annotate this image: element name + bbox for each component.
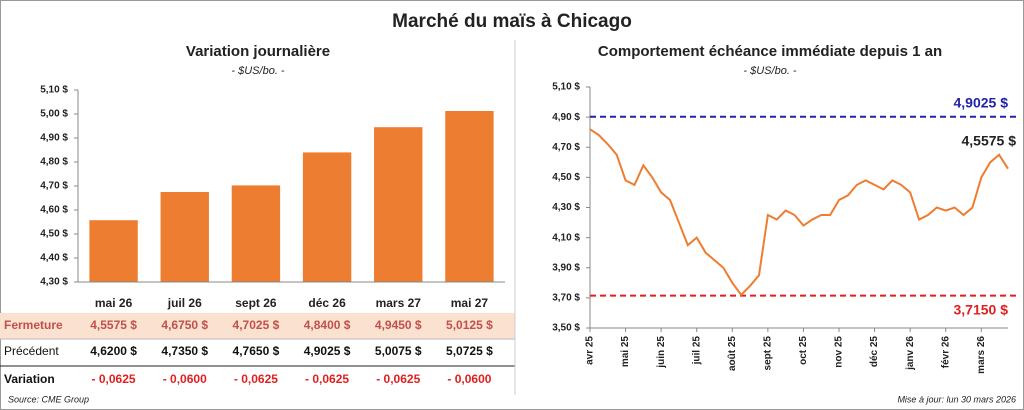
x-tick-label: oct 25: [798, 336, 809, 365]
table-cell: 4,9025 $: [304, 344, 351, 358]
bar: [302, 152, 352, 282]
table-cell: - 0,0625: [305, 372, 349, 386]
x-tick-label: avr 25: [585, 336, 596, 365]
bar: [231, 185, 281, 282]
x-tick-label: janv 26: [905, 336, 916, 371]
table-cell: 4,7350 $: [161, 344, 208, 358]
y-tick-label: 4,60 $: [40, 205, 68, 216]
table-cell: - 0,0625: [92, 372, 136, 386]
x-tick-label: mai 26: [95, 296, 133, 310]
row-highlight: [0, 313, 515, 339]
reference-label: 4,9025 $: [954, 94, 1009, 110]
x-tick-label: mai 27: [451, 296, 489, 310]
table-cell: 4,9450 $: [375, 318, 422, 332]
bar: [445, 111, 494, 282]
y-tick-label: 5,00 $: [40, 109, 68, 120]
y-tick-label: 4,40 $: [40, 253, 68, 264]
y-tick-label: 4,70 $: [552, 142, 580, 153]
table-cell: - 0,0600: [163, 372, 207, 386]
bar: [89, 220, 138, 282]
y-tick-label: 4,50 $: [552, 172, 580, 183]
x-tick-label: févr 26: [940, 336, 951, 369]
x-tick-label: sept 25: [763, 336, 774, 371]
row-label: Fermeture: [4, 318, 63, 332]
x-tick-label: mai 25: [620, 336, 631, 368]
y-tick-label: 4,50 $: [40, 229, 68, 240]
y-tick-label: 4,70 $: [40, 181, 68, 192]
bar: [374, 127, 423, 282]
y-tick-label: 3,70 $: [552, 293, 580, 304]
x-tick-label: juin 25: [656, 336, 667, 369]
reference-label: 3,7150 $: [954, 301, 1009, 317]
table-cell: 4,6750 $: [161, 318, 208, 332]
last-value-label: 4,5575 $: [962, 132, 1017, 148]
x-tick-label: déc 25: [869, 336, 880, 368]
x-tick-label: mars 27: [376, 296, 422, 310]
table-cell: - 0,0625: [376, 372, 420, 386]
table-cell: 4,8400 $: [304, 318, 351, 332]
table-cell: 4,7650 $: [233, 344, 280, 358]
row-label: Variation: [4, 372, 55, 386]
chart-title: Comportement échéance immédiate depuis 1…: [598, 43, 942, 60]
x-tick-label: déc 26: [308, 296, 346, 310]
table-cell: - 0,0625: [234, 372, 278, 386]
table-cell: 4,7025 $: [233, 318, 280, 332]
x-tick-label: mars 26: [976, 336, 987, 374]
source: Source: CME Group: [8, 394, 89, 404]
page-title: Marché du maïs à Chicago: [392, 11, 632, 32]
chart-subtitle: - $US/bo. -: [231, 65, 285, 77]
chart-title: Variation journalière: [186, 43, 330, 60]
y-tick-label: 5,10 $: [552, 82, 580, 93]
x-tick-label: nov 25: [834, 336, 845, 368]
y-tick-label: 4,90 $: [40, 133, 68, 144]
x-tick-label: juil 25: [691, 336, 702, 366]
series-line: [589, 128, 1009, 297]
table-cell: - 0,0600: [447, 372, 491, 386]
y-tick-label: 4,80 $: [40, 157, 68, 168]
table-cell: 5,0125 $: [446, 318, 493, 332]
table-cell: 5,0075 $: [375, 344, 422, 358]
chart-subtitle: - $US/bo. -: [743, 65, 797, 77]
x-tick-label: août 25: [727, 336, 738, 371]
y-tick-label: 5,10 $: [40, 85, 68, 96]
row-label: Précédent: [4, 344, 59, 358]
x-tick-label: juil 26: [167, 296, 202, 310]
y-tick-label: 4,10 $: [552, 232, 580, 243]
x-tick-label: sept 26: [235, 296, 277, 310]
y-tick-label: 3,50 $: [552, 323, 580, 334]
table-cell: 4,5575 $: [90, 318, 137, 332]
updated: Mise à jour: lun 30 mars 2026: [897, 394, 1016, 404]
y-tick-label: 4,30 $: [40, 277, 68, 288]
table-cell: 4,6200 $: [90, 344, 137, 358]
y-tick-label: 4,30 $: [552, 202, 580, 213]
y-tick-label: 3,90 $: [552, 262, 580, 273]
y-tick-label: 4,90 $: [552, 112, 580, 123]
bar: [160, 192, 209, 282]
table-cell: 5,0725 $: [446, 344, 493, 358]
